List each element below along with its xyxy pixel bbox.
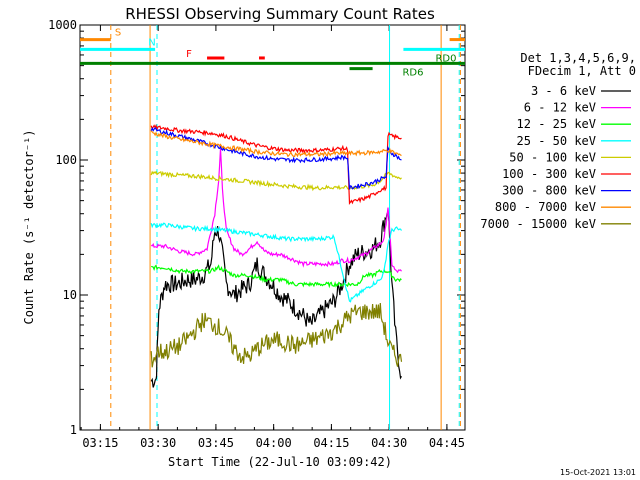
legend-entry-label: 3 - 6 keV: [531, 84, 596, 98]
legend-entry-label: 800 - 7000 keV: [495, 200, 596, 214]
axis-ticks: [80, 24, 465, 431]
x-tick-label: 04:15: [313, 436, 349, 450]
state-bars: S N F RD0 RD6: [80, 28, 465, 79]
legend-entry-label: 25 - 50 keV: [517, 134, 596, 148]
legend-header-line: FDecim 1, Att 0: [528, 64, 636, 78]
x-tick-label: 04:30: [371, 436, 407, 450]
x-axis-label: Start Time (22-Jul-10 03:09:42): [168, 455, 392, 469]
legend-entry-label: 7000 - 15000 keV: [480, 217, 596, 231]
legend: Det 1,3,4,5,6,9,FDecim 1, Att 0 3 - 6 keV…: [480, 51, 636, 231]
series-line-3: [151, 264, 402, 289]
legend-entry-label: 50 - 100 keV: [509, 150, 596, 164]
plot-border: [79, 24, 466, 431]
y-tick-label: 1000: [48, 18, 77, 32]
legend-header-line: Det 1,3,4,5,6,9,: [520, 51, 636, 65]
state-bar-label-rd6: RD6: [402, 68, 423, 79]
x-tick-label: 03:30: [140, 436, 176, 450]
series-line-9: [150, 302, 403, 368]
chart-title: RHESSI Observing Summary Count Rates: [125, 5, 435, 23]
series-line-7: [150, 126, 402, 190]
series-line-2: [150, 148, 402, 274]
legend-entry-label: 100 - 300 keV: [502, 167, 596, 181]
y-tick-label: 10: [63, 288, 77, 302]
y-axis-label: Count Rate (s⁻¹ detector⁻¹): [22, 129, 36, 324]
series-line-6: [150, 123, 402, 205]
x-tick-label: 03:45: [198, 436, 234, 450]
vertical-markers: [110, 25, 461, 430]
x-tick-label: 03:15: [82, 436, 118, 450]
series-line-4: [150, 222, 402, 303]
footer-date: 15-Oct-2021 13:01: [560, 468, 636, 477]
x-tick-labels: 03:15 03:30 03:45 04:00 04:15 04:30 04:45: [82, 436, 465, 450]
plot-frame: [79, 24, 466, 431]
y-tick-label: 1: [70, 423, 77, 437]
series-line-5: [150, 170, 402, 192]
series-line-1: [150, 209, 403, 388]
x-tick-label: 04:45: [429, 436, 465, 450]
state-bar-label-f: F: [186, 49, 192, 60]
y-tick-label: 100: [55, 153, 77, 167]
legend-entry-label: 12 - 25 keV: [517, 117, 596, 131]
series-line-8: [150, 130, 402, 158]
state-bar-label-rd0: RD0: [435, 53, 456, 64]
legend-entry-label: 6 - 12 keV: [524, 101, 596, 115]
legend-entry-label: 300 - 800 keV: [502, 184, 596, 198]
y-tick-labels: 1 10 100 1000: [48, 18, 77, 437]
state-bar-label-s: S: [115, 28, 121, 39]
x-tick-label: 04:00: [256, 436, 292, 450]
state-bar-label-n: N: [148, 37, 155, 48]
series-lines: [150, 123, 403, 388]
